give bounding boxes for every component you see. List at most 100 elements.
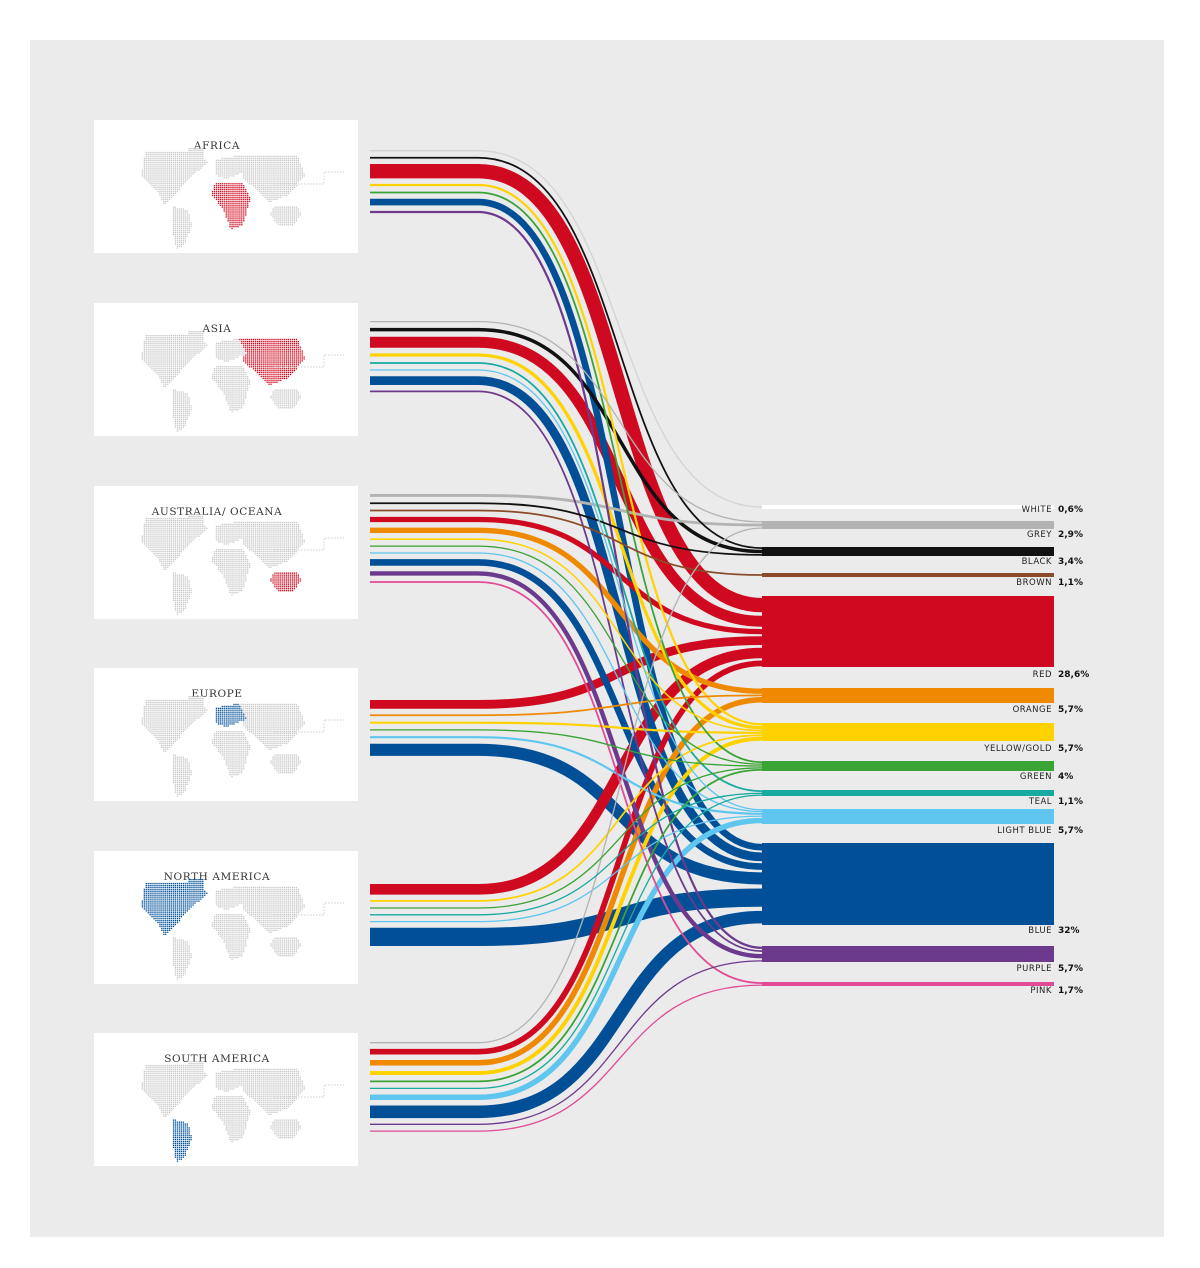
world-map-icon [141, 514, 305, 615]
color-buckets: WHITE 0,6% GREY 2,9% BLACK 3,4% BROWN 1,1% RED 28… [762, 505, 1089, 996]
region-card-background [94, 668, 358, 801]
bucket-label-orange: ORANGE [1013, 705, 1052, 715]
world-map-icon [141, 879, 305, 980]
region-card-africa: AFRICA [94, 120, 358, 253]
flow-europe-red [370, 636, 763, 709]
bucket-value-pink: 1,7% [1058, 986, 1083, 996]
region-title: ASIA [202, 323, 232, 335]
region-card-australia-oceana: AUSTRALIA/ OCEANA [94, 486, 358, 619]
flow-north-america-light-blue [370, 815, 763, 923]
region-card-asia: ASIA [94, 303, 358, 436]
flow-south-america-red [370, 660, 763, 1055]
region-card-europe: EUROPE [94, 668, 358, 801]
bucket-value-teal: 1,1% [1058, 797, 1083, 807]
bucket-value-grey: 2,9% [1058, 530, 1083, 540]
bucket-band-black [762, 547, 1054, 556]
map-leader-line [274, 902, 344, 916]
bucket-band-yellow-gold [762, 723, 1054, 741]
bucket-label-light-blue: LIGHT BLUE [997, 826, 1052, 836]
world-map-icon [141, 331, 305, 432]
region-card-background [94, 486, 358, 619]
bucket-label-white: WHITE [1022, 505, 1052, 515]
region-card-background [94, 1033, 358, 1166]
flow-asia-teal [370, 362, 763, 793]
flow-australia-oceana-green [370, 545, 763, 765]
bucket-value-orange: 5,7% [1058, 705, 1083, 715]
region-title: AUSTRALIA/ OCEANA [151, 506, 283, 518]
bucket-value-yellow-gold: 5,7% [1058, 744, 1083, 754]
flow-asia-purple [370, 390, 763, 952]
bucket-value-green: 4% [1058, 772, 1073, 782]
flow-australia-oceana-orange [370, 527, 763, 694]
flow-africa-black [370, 156, 763, 549]
flow-south-america-pink [370, 984, 763, 1132]
flow-australia-oceana-light-blue [370, 552, 763, 813]
bucket-value-brown: 1,1% [1058, 578, 1083, 588]
flow-australia-oceana-yellow-gold [370, 538, 763, 732]
bucket-label-yellow-gold: YELLOW/GOLD [983, 744, 1052, 754]
map-leader-line [274, 719, 344, 733]
flow-europe-green [370, 729, 763, 767]
flow-south-america-blue [370, 910, 763, 1119]
flow-north-america-green [370, 767, 763, 909]
bucket-band-white [762, 505, 1054, 509]
flow-europe-blue [370, 743, 763, 885]
bucket-label-teal: TEAL [1028, 797, 1052, 807]
flow-south-america-green [370, 768, 763, 1083]
region-title: NORTH AMERICA [164, 871, 270, 883]
bucket-value-blue: 32% [1058, 926, 1080, 936]
flow-south-america-orange [370, 696, 763, 1066]
flow-australia-oceana-red [370, 516, 763, 635]
flow-south-america-yellow-gold [370, 736, 763, 1075]
bucket-value-light-blue: 5,7% [1058, 826, 1083, 836]
flow-asia-blue [370, 376, 763, 862]
region-title: SOUTH AMERICA [164, 1053, 270, 1065]
flow-africa-red [370, 164, 763, 613]
bucket-label-green: GREEN [1020, 772, 1052, 782]
flow-south-america-light-blue [370, 817, 763, 1101]
flow-asia-light-blue [370, 369, 763, 811]
flow-south-america-teal [370, 794, 763, 1090]
flow-australia-oceana-brown [370, 509, 763, 576]
flow-africa-green [370, 191, 763, 764]
bucket-value-red: 28,6% [1058, 670, 1089, 680]
flow-australia-oceana-purple [370, 571, 763, 959]
world-map-icon [141, 696, 305, 797]
flow-africa-purple [370, 210, 763, 949]
flow-australia-oceana-black [370, 502, 763, 556]
bucket-band-grey [762, 521, 1054, 529]
flow-europe-orange [370, 694, 763, 717]
map-leader-line [274, 171, 344, 185]
flow-north-america-teal [370, 792, 763, 916]
world-map-icon [141, 148, 305, 249]
bucket-band-green [762, 761, 1054, 771]
flow-north-america-red [370, 647, 763, 895]
flow-lines [370, 150, 763, 1132]
bucket-value-purple: 5,7% [1058, 964, 1083, 974]
region-card-south-america: SOUTH AMERICA [94, 1033, 358, 1166]
bucket-label-pink: PINK [1030, 986, 1052, 996]
flow-europe-light-blue [370, 736, 763, 815]
region-title: AFRICA [193, 140, 240, 152]
flow-australia-oceana-grey [370, 493, 763, 527]
bucket-label-purple: PURPLE [1017, 964, 1053, 974]
bucket-band-brown [762, 573, 1054, 577]
map-leader-line [274, 354, 344, 368]
bucket-label-black: BLACK [1022, 557, 1052, 567]
flow-north-america-yellow-gold [370, 734, 763, 902]
map-leader-line [274, 537, 344, 551]
bucket-band-blue [762, 843, 1054, 925]
bucket-value-white: 0,6% [1058, 505, 1083, 515]
map-leader-line [274, 1084, 344, 1098]
region-card-background [94, 120, 358, 253]
bucket-band-purple [762, 946, 1054, 962]
bucket-band-teal [762, 790, 1054, 796]
flow-asia-red [370, 336, 763, 627]
bucket-band-orange [762, 688, 1054, 703]
flow-south-america-grey [370, 527, 763, 1044]
region-card-background [94, 303, 358, 436]
bucket-value-black: 3,4% [1058, 557, 1083, 567]
flow-asia-grey [370, 320, 763, 523]
bucket-band-red [762, 596, 1054, 667]
